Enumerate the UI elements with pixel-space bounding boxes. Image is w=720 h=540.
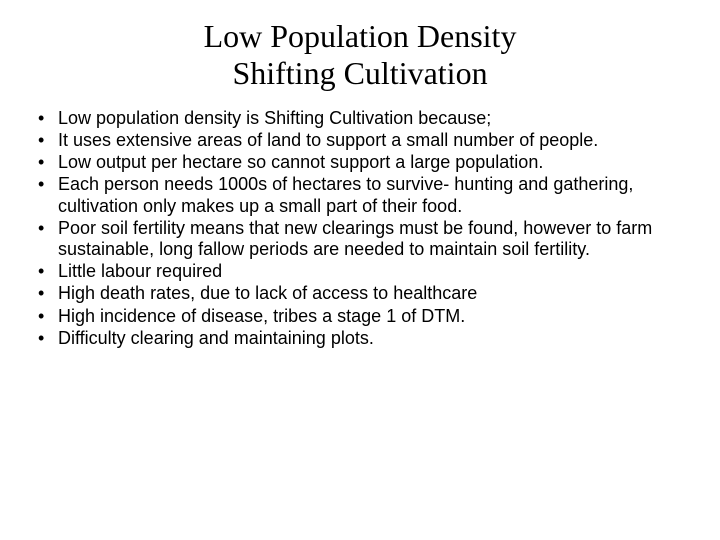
slide-title: Low Population Density Shifting Cultivat… — [30, 18, 690, 92]
list-item: High death rates, due to lack of access … — [58, 283, 690, 304]
list-item: Difficulty clearing and maintaining plot… — [58, 328, 690, 349]
list-item: Low output per hectare so cannot support… — [58, 152, 690, 173]
list-item: Little labour required — [58, 261, 690, 282]
bullet-list: Low population density is Shifting Culti… — [30, 108, 690, 350]
list-item: Low population density is Shifting Culti… — [58, 108, 690, 129]
title-line-2: Shifting Cultivation — [232, 55, 487, 91]
title-line-1: Low Population Density — [204, 18, 517, 54]
list-item: High incidence of disease, tribes a stag… — [58, 306, 690, 327]
list-item: Poor soil fertility means that new clear… — [58, 218, 690, 260]
list-item: Each person needs 1000s of hectares to s… — [58, 174, 690, 216]
list-item: It uses extensive areas of land to suppo… — [58, 130, 690, 151]
slide-container: Low Population Density Shifting Cultivat… — [0, 0, 720, 540]
